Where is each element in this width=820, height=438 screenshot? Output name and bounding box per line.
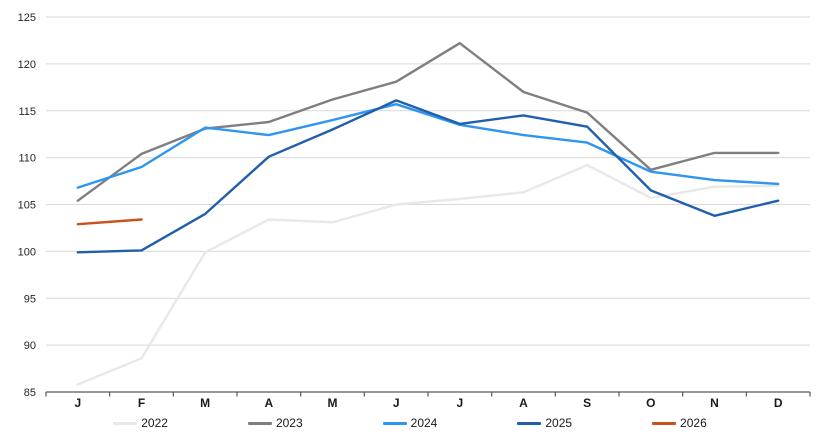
y-axis-label: 115	[18, 106, 36, 118]
y-axis-label: 95	[24, 293, 36, 305]
legend-label: 2025	[545, 416, 573, 430]
series-line-2026	[76, 218, 143, 226]
x-axis-label: J	[74, 396, 81, 410]
legend-item-2024: 2024	[382, 416, 438, 430]
legend: 2022 2023 2024 2025 2026	[0, 408, 820, 438]
x-axis-label: J	[393, 396, 400, 410]
legend-item-2022: 2022	[113, 417, 168, 429]
y-axis-label: 85	[24, 387, 36, 399]
legend-swatch	[382, 421, 407, 425]
y-axis-label: 90	[24, 340, 36, 352]
legend-item-2026: 2026	[652, 417, 707, 429]
x-axis-label: O	[646, 396, 655, 410]
legend-label: 2022	[141, 416, 168, 430]
y-axis-label: 100	[18, 246, 36, 258]
legend-item-2023: 2023	[247, 416, 303, 430]
y-axis-label: 105	[18, 200, 36, 212]
series-line-2022	[76, 163, 780, 386]
legend-swatch	[652, 421, 677, 425]
x-axis-label: J	[456, 396, 463, 410]
x-axis-label: D	[774, 396, 783, 410]
legend-label: 2024	[410, 416, 438, 430]
legend-swatch	[247, 421, 272, 425]
x-axis-label: F	[138, 396, 145, 410]
series-line-2024	[76, 102, 780, 189]
series-line-2023	[76, 42, 780, 202]
x-axis-label: A	[519, 396, 528, 410]
x-axis-label: N	[710, 396, 719, 410]
legend-swatch	[113, 421, 138, 425]
y-axis-label: 110	[18, 153, 36, 165]
y-axis-label: 120	[18, 59, 36, 71]
y-axis-label: 125	[18, 12, 36, 24]
x-axis-label: M	[200, 396, 210, 410]
x-axis-label: A	[264, 396, 273, 410]
x-axis-label: M	[328, 396, 338, 410]
series-line-2025	[76, 99, 780, 254]
x-axis-label: S	[583, 396, 591, 410]
legend-label: 2023	[275, 416, 303, 430]
plot-area: 85 90 95 100 105 110 115 120 125 J F M A M J J A S O N D	[18, 12, 811, 410]
legend-item-2025: 2025	[517, 417, 572, 429]
legend-swatch	[517, 421, 542, 425]
legend-label: 2026	[680, 416, 707, 430]
